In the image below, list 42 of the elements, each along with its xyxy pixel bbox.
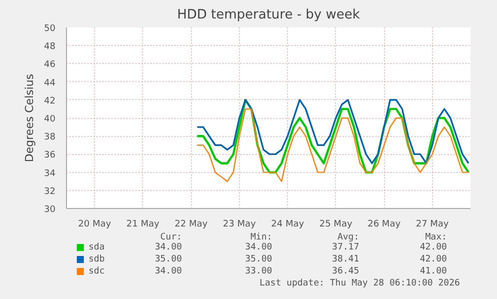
y-tick-label: 34 [44, 168, 56, 179]
legend-label: sdb [88, 254, 105, 264]
text: 35.00 [245, 254, 272, 264]
text: Cur: [160, 232, 182, 242]
y-tick-label: 42 [44, 96, 56, 106]
x-tick-label: 22 May [174, 220, 208, 230]
y-axis-title: Degrees Celsius [23, 74, 36, 162]
x-tick-label: 26 May [368, 220, 402, 230]
text: 36.45 [332, 266, 360, 276]
x-tick-label: 21 May [126, 220, 160, 230]
legend-label: sda [88, 242, 105, 252]
x-tick-label: 25 May [319, 220, 353, 230]
text: 42.00 [420, 254, 447, 264]
text: Min: [250, 232, 272, 242]
y-tick-label: 44 [44, 78, 56, 88]
y-tick-label: 32 [44, 186, 56, 197]
text: 34.00 [245, 242, 272, 252]
text: 34.00 [154, 266, 182, 276]
line-series [196, 108, 470, 182]
y-tick-label: 30 [44, 205, 56, 215]
text: Max: [425, 232, 447, 242]
y-tick-label: 38 [44, 132, 56, 143]
y-tick-label: 40 [44, 114, 56, 124]
text: 37.17 [332, 242, 360, 252]
y-tick-label: 36 [44, 150, 56, 161]
legend-label: sdc [88, 266, 105, 276]
y-tick-label: 50 [44, 24, 56, 34]
text: 33.00 [245, 266, 272, 276]
x-tick-label: 23 May [222, 220, 256, 230]
y-tick-label: 48 [44, 42, 56, 52]
x-tick-label: 27 May [416, 220, 450, 230]
x-tick-label: 20 May [78, 220, 112, 230]
text: 35.00 [154, 254, 182, 264]
text: 42.00 [420, 242, 447, 252]
x-tick-label: 24 May [271, 220, 305, 230]
text: 38.41 [332, 254, 360, 264]
chart-title: HDD temperature - by week [177, 8, 360, 22]
text: Avg: [337, 232, 360, 242]
text: 34.00 [154, 242, 182, 252]
text: 41.00 [420, 266, 447, 276]
y-tick-label: 46 [44, 60, 56, 70]
text: Last update: Thu May 28 06:10:00 2026 [259, 278, 460, 288]
